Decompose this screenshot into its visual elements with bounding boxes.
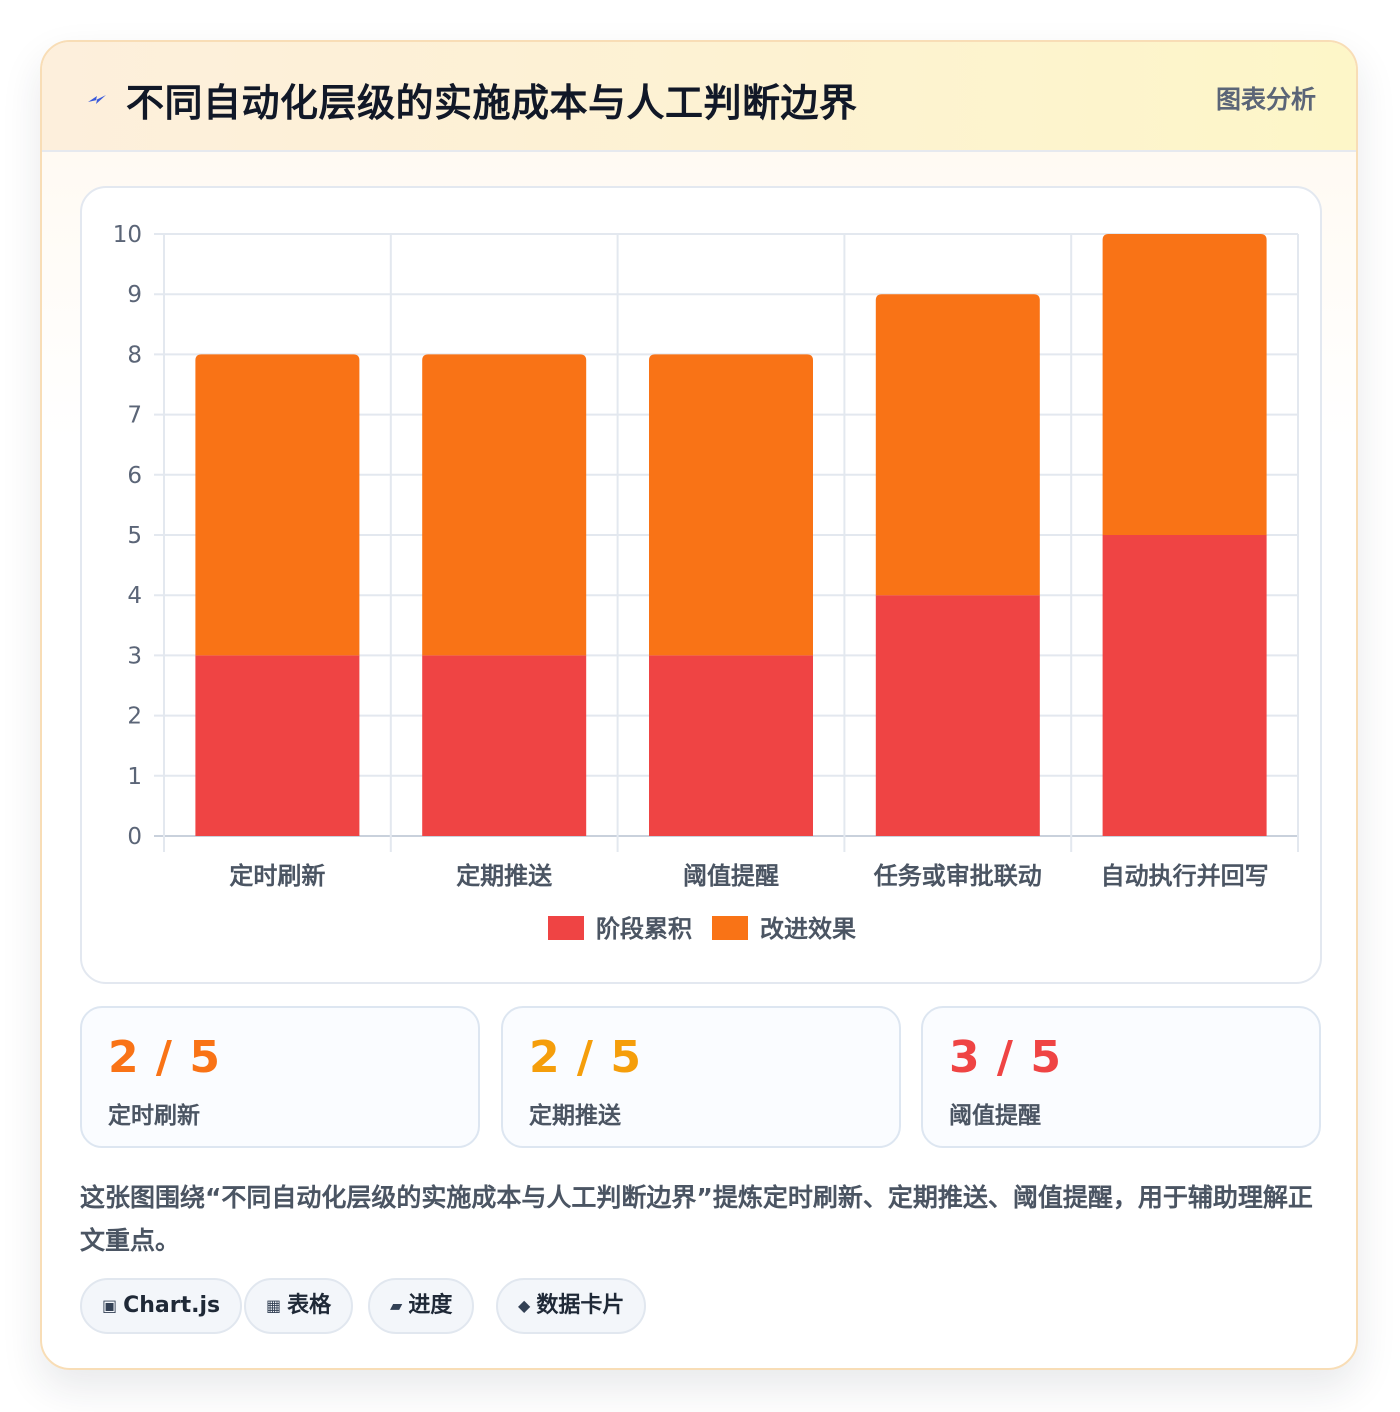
table-icon: ▦ [266,1296,282,1315]
x-tick-label: 定期推送 [456,862,553,890]
stat-value: 3 / 5 [949,1032,1062,1083]
tag-pill-table[interactable]: ▦ 表格 [244,1278,354,1334]
bar-segment [195,655,360,836]
lightning-icon [88,95,106,104]
chartjs-icon: ▣ [102,1296,118,1315]
stacked-bar-chart: 0 1 2 3 4 5 6 7 8 9 10 定时刷新 定期推送 阈值提醒 任务或审批联动 自动执行并回写阶段… [113,222,1299,943]
chart-description: 这张图围绕“不同自动化层级的实施成本与人工判断边界”提炼定时刷新、定期推送、阈值… [80,1183,1313,1255]
chart-card: 不同自动化层级的实施成本与人工判断边界 图表分析 0 1 2 3 4 5 6 7 8 9 10 定时刷… [40,40,1358,1370]
pill-label: 进度 [408,1293,453,1318]
stat-label: 定期推送 [529,1103,621,1129]
x-tick-label: 任务或审批联动 [873,862,1042,890]
chart-container: 0 1 2 3 4 5 6 7 8 9 10 定时刷新 定期推送 阈值提醒 任务或审批联动 自动执行并回写阶段… [80,186,1322,984]
chart-analysis-tag: 图表分析 [1215,85,1316,114]
y-tick-label: 7 [127,403,142,429]
stat-value: 2 / 5 [529,1032,642,1083]
progress-icon: ▰ [390,1296,403,1315]
pill-label: 数据卡片 [536,1293,625,1318]
stat-label: 定时刷新 [108,1103,200,1129]
bar-segment [649,354,813,656]
pill-label: Chart.js [123,1293,221,1318]
card-header: 不同自动化层级的实施成本与人工判断边界 图表分析 [42,42,1356,152]
bar-segment [649,655,813,836]
y-tick-label: 4 [127,583,142,609]
tag-pill-data-card[interactable]: ◆ 数据卡片 [496,1278,647,1334]
stat-value: 2 / 5 [108,1032,221,1083]
x-tick-label: 自动执行并回写 [1101,862,1269,890]
stat-card-3: 3 / 5 阈值提醒 [921,1006,1321,1148]
y-tick-label: 3 [127,643,142,669]
x-tick-label: 阈值提醒 [683,862,779,890]
legend-swatch [712,916,748,940]
stat-card-2: 2 / 5 定期推送 [501,1006,901,1148]
y-tick-label: 9 [127,282,142,308]
y-tick-label: 1 [127,764,142,790]
legend-label: 改进效果 [760,915,856,943]
stat-label: 阈值提醒 [949,1103,1041,1129]
y-tick-label: 8 [127,342,142,368]
legend-label: 阶段累积 [596,915,692,943]
bar-segment [1102,234,1267,535]
y-tick-label: 10 [113,222,142,248]
bar-segment [875,595,1040,836]
bar-segment [1102,535,1267,836]
tag-pill-chartjs[interactable]: ▣ Chart.js [80,1278,243,1334]
card-icon: ◆ [518,1296,531,1315]
pill-label: 表格 [287,1293,332,1318]
x-tick-label: 定时刷新 [229,862,325,890]
tag-pill-progress[interactable]: ▰ 进度 [368,1278,475,1334]
stat-card-1: 2 / 5 定时刷新 [80,1006,480,1148]
y-tick-label: 0 [127,824,142,850]
bar-segment [422,655,587,836]
y-tick-label: 6 [127,463,142,489]
y-tick-label: 2 [127,704,142,730]
bar-segment [875,294,1040,596]
bar-segment [422,354,587,656]
legend-swatch [548,916,584,940]
bar-segment [195,354,360,656]
chart-title: 不同自动化层级的实施成本与人工判断边界 [126,81,858,125]
y-tick-label: 5 [127,523,142,549]
